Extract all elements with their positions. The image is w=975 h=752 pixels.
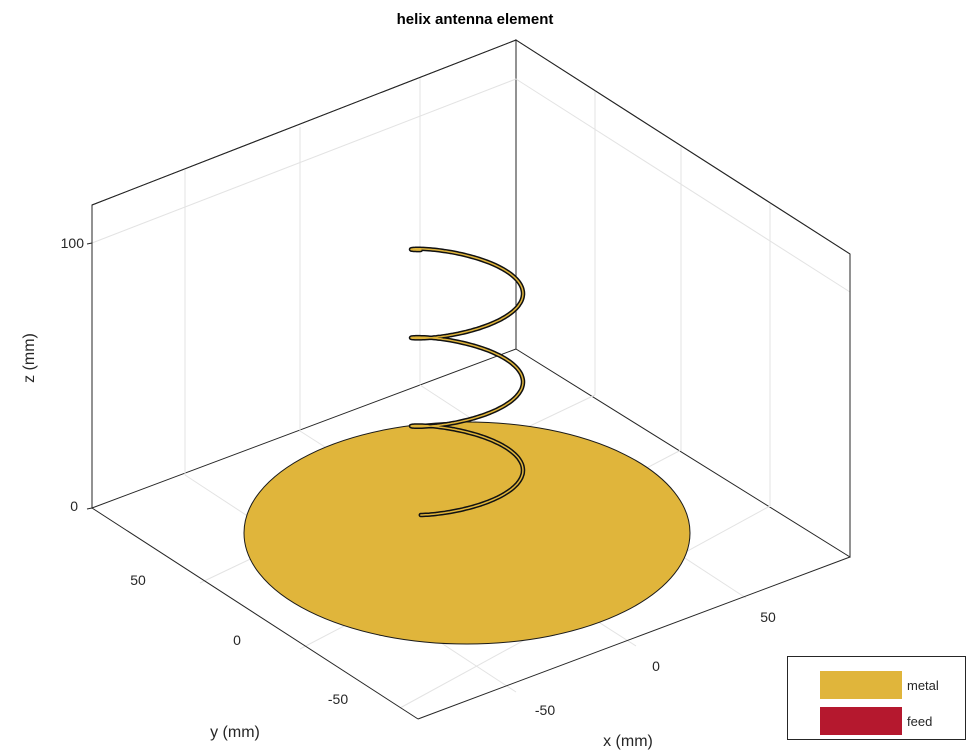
tick-marks: [86, 242, 93, 510]
z-tick-label-100: 100: [61, 235, 85, 251]
z-axis-label: z (mm): [21, 333, 38, 383]
x-tick-label-0: 0: [652, 658, 660, 674]
z-tick-100: [86, 242, 93, 245]
y-tick-label-neg50: -50: [328, 691, 348, 707]
top-edges: [91, 39, 851, 557]
y-tick-label-50: 50: [130, 572, 146, 588]
legend-item-feed: feed: [820, 707, 932, 735]
top-edge-back-right: [515, 39, 851, 255]
y-axis-label: y (mm): [210, 724, 260, 741]
helix-wire-metal: [410, 248, 524, 516]
y-tick-label-0: 0: [233, 632, 241, 648]
legend: metal feed: [787, 656, 966, 740]
chart-title: helix antenna element: [397, 11, 554, 28]
legend-label-metal: metal: [907, 677, 939, 693]
grid-line-z100-left: [91, 78, 517, 244]
floor-edge-x: [417, 556, 851, 720]
ground-plane-disc: [243, 421, 691, 645]
legend-swatch-metal: [820, 671, 902, 699]
legend-swatch-feed: [820, 707, 902, 735]
z-tick-0: [86, 507, 93, 510]
x-tick-label-neg50: -50: [535, 702, 555, 718]
floor-edges: [91, 507, 851, 720]
x-axis-label: x (mm): [603, 733, 653, 750]
legend-label-feed: feed: [907, 713, 933, 729]
grid-line-z100-right: [515, 78, 851, 293]
legend-item-metal: metal: [820, 671, 939, 699]
top-edge-back-left: [91, 39, 517, 206]
z-tick-label-0: 0: [70, 498, 78, 514]
x-tick-label-50: 50: [760, 609, 776, 625]
floor-edge-y: [91, 507, 419, 720]
